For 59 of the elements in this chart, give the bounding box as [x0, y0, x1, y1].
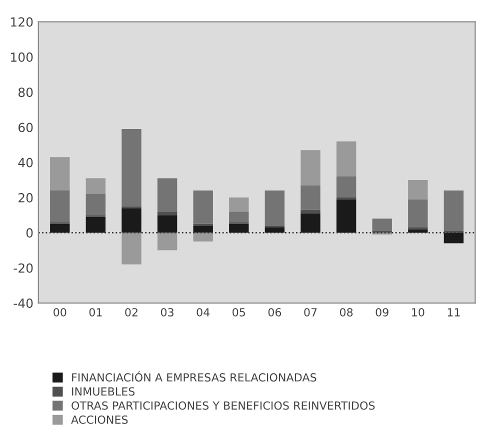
- x-tick-label: 04: [196, 308, 210, 316]
- bar: [336, 141, 356, 176]
- y-tick-label: 100: [11, 52, 33, 62]
- x-tick-label: 07: [304, 308, 317, 316]
- bar: [300, 213, 320, 233]
- bar: [86, 178, 106, 194]
- x-tick-label: 01: [89, 308, 102, 316]
- bar: [300, 210, 320, 214]
- x-tick-label: 10: [412, 308, 424, 316]
- bar: [408, 229, 428, 233]
- y-tick-label: -40: [14, 298, 33, 308]
- legend-label: OTRAS PARTICIPACIONES Y BENEFICIOS REINVERTIDOS: [72, 401, 375, 410]
- bar: [157, 232, 178, 250]
- bar: [444, 232, 464, 244]
- x-tick-label: 11: [448, 308, 460, 316]
- bar: [336, 176, 356, 198]
- bar: [122, 232, 142, 264]
- bar: [444, 190, 464, 231]
- y-tick-label: 20: [18, 193, 33, 202]
- y-tick-label: 40: [18, 158, 33, 168]
- bar: [157, 212, 178, 216]
- bar: [157, 215, 178, 233]
- x-tick-label: 06: [268, 308, 282, 316]
- bar: [50, 224, 70, 233]
- bar: [157, 178, 178, 212]
- bar: [122, 129, 142, 206]
- bar: [229, 224, 249, 233]
- bar: [193, 190, 213, 224]
- y-tick-label: 60: [18, 122, 33, 132]
- legend-label: INMUEBLES: [72, 387, 135, 396]
- bar: [229, 198, 249, 212]
- legend-label: ACCIONES: [71, 415, 128, 424]
- bar: [408, 180, 428, 200]
- bar: [264, 190, 285, 226]
- bar: [300, 150, 320, 186]
- bar: [300, 185, 320, 210]
- bar: [122, 208, 142, 233]
- y-tick-label: -20: [14, 263, 33, 273]
- bar: [86, 194, 106, 216]
- x-tick-label: 09: [376, 308, 388, 316]
- x-tick-label: 05: [232, 308, 245, 316]
- y-tick-label: 80: [18, 88, 33, 98]
- x-tick-label: 00: [54, 308, 66, 316]
- bar: [408, 199, 428, 228]
- bar: [336, 199, 356, 233]
- legend-label: FINANCIACIÓN A EMPRESAS RELACIONADAS: [72, 371, 316, 382]
- bar: [50, 190, 70, 222]
- bar: [193, 226, 213, 233]
- bar: [193, 232, 213, 242]
- bar: [264, 227, 285, 233]
- y-tick-label: 0: [26, 228, 33, 238]
- x-tick-label: 08: [340, 308, 353, 316]
- bar: [50, 157, 70, 191]
- bar: [229, 212, 249, 222]
- y-tick-label: 120: [11, 17, 33, 27]
- x-tick-label: 02: [125, 308, 138, 316]
- bar: [372, 218, 392, 231]
- bar: [86, 216, 106, 233]
- x-tick-label: 03: [160, 308, 174, 316]
